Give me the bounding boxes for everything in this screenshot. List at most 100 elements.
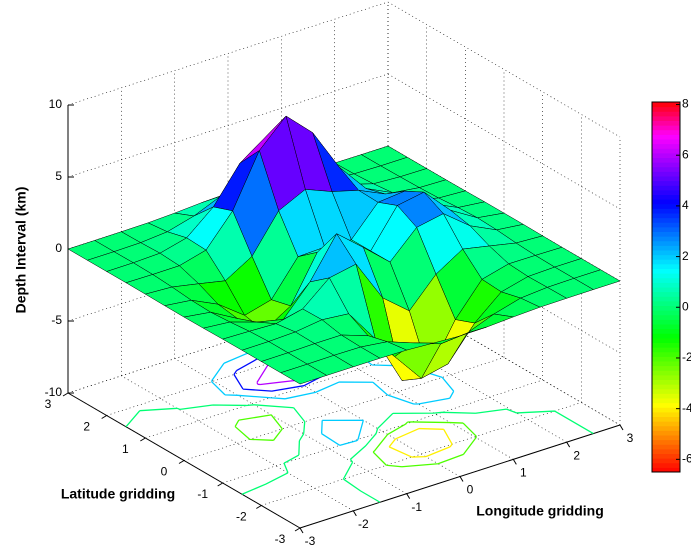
x-tick-label: 2 bbox=[573, 448, 580, 462]
colorbar-segment bbox=[652, 421, 680, 427]
grid-line bbox=[67, 1, 389, 106]
colorbar-segment bbox=[652, 384, 680, 390]
colorbar-segment bbox=[652, 277, 680, 283]
colorbar-segment bbox=[652, 435, 680, 441]
tick-mark bbox=[140, 437, 146, 442]
colorbar-tick-label: -2 bbox=[682, 350, 691, 364]
z-tick-label: 0 bbox=[55, 241, 62, 255]
colorbar-segment bbox=[652, 296, 680, 302]
colorbar-tick-label: -6 bbox=[682, 452, 691, 466]
y-tick-label: -3 bbox=[275, 532, 286, 546]
colorbar-segment bbox=[652, 180, 680, 186]
z-tick-label: -5 bbox=[51, 313, 62, 327]
colorbar-segment bbox=[652, 310, 680, 316]
colorbar-segment bbox=[652, 342, 680, 348]
grid-line bbox=[387, 73, 621, 210]
contour-line bbox=[125, 404, 594, 503]
colorbar-segment bbox=[652, 328, 680, 334]
grid-line bbox=[67, 73, 389, 178]
grid-line bbox=[387, 1, 621, 138]
colorbar-segment bbox=[652, 379, 680, 385]
colorbar-segment bbox=[652, 411, 680, 417]
colorbar-segment bbox=[652, 337, 680, 343]
grid-line bbox=[183, 357, 505, 461]
y-tick-label: 2 bbox=[83, 420, 90, 434]
colorbar-segment bbox=[652, 398, 680, 404]
colorbar-segment bbox=[652, 291, 680, 297]
tick-mark bbox=[352, 510, 357, 517]
colorbar-segment bbox=[652, 102, 680, 108]
tick-mark bbox=[294, 527, 301, 532]
colorbar-segment bbox=[652, 176, 680, 182]
colorbar-segment bbox=[652, 273, 680, 279]
colorbar-segment bbox=[652, 324, 680, 330]
tick-mark bbox=[217, 482, 223, 487]
contour-line bbox=[388, 427, 453, 458]
colorbar-segment bbox=[652, 120, 680, 126]
colorbar-segment bbox=[652, 282, 680, 288]
z-tick-label: 10 bbox=[49, 97, 63, 111]
colorbar-tick-label: 8 bbox=[682, 97, 689, 111]
colorbar-segment bbox=[652, 263, 680, 269]
x-tick-label: 1 bbox=[520, 466, 527, 480]
x-tick-label: -2 bbox=[358, 517, 369, 531]
tick-mark bbox=[256, 505, 262, 509]
colorbar-segment bbox=[652, 300, 680, 306]
colorbar-segment bbox=[652, 370, 680, 376]
colorbar-segment bbox=[652, 194, 680, 200]
colorbar-segment bbox=[652, 162, 680, 168]
grid-line bbox=[222, 379, 543, 484]
colorbar-segment bbox=[652, 134, 680, 140]
tick-mark bbox=[566, 441, 571, 448]
colorbar-segment bbox=[652, 166, 680, 172]
colorbar-segment bbox=[652, 287, 680, 293]
colorbar-segment bbox=[652, 448, 680, 454]
colorbar-segment bbox=[652, 314, 680, 320]
colorbar-segment bbox=[652, 148, 680, 154]
colorbar-segment bbox=[652, 333, 680, 339]
colorbar-segment bbox=[652, 365, 680, 371]
tick-mark bbox=[62, 392, 69, 397]
colorbar-segment bbox=[652, 416, 680, 422]
colorbar-segment bbox=[652, 199, 680, 205]
colorbar-segment bbox=[652, 356, 680, 362]
x-axis-label: Longitude gridding bbox=[476, 503, 604, 519]
colorbar-segment bbox=[652, 115, 680, 121]
colorbar-segment bbox=[652, 254, 680, 260]
contour-line bbox=[234, 414, 477, 468]
y-tick-label: -1 bbox=[197, 487, 208, 501]
colorbar-segment bbox=[652, 226, 680, 232]
colorbar-segment bbox=[652, 453, 680, 459]
x-tick-label: 3 bbox=[627, 431, 634, 445]
x-tick-label: -1 bbox=[411, 500, 422, 514]
colorbar-segment bbox=[652, 125, 680, 131]
colorbar-segment bbox=[652, 268, 680, 274]
tick-mark bbox=[299, 527, 304, 534]
x-tick-label: 0 bbox=[467, 483, 474, 497]
tick-mark bbox=[512, 459, 517, 465]
colorbar-segment bbox=[652, 458, 680, 464]
colorbar-frame bbox=[651, 101, 681, 473]
colorbar-segment bbox=[652, 444, 680, 450]
y-tick-label: 3 bbox=[45, 397, 52, 411]
tick-mark bbox=[619, 424, 624, 431]
colorbar-segment bbox=[652, 185, 680, 191]
colorbar-segment bbox=[652, 388, 680, 394]
tick-mark bbox=[178, 460, 185, 464]
colorbar-segment bbox=[652, 106, 680, 112]
colorbar-segment bbox=[652, 143, 680, 149]
surface-patch bbox=[280, 363, 328, 385]
colorbar-segment bbox=[652, 240, 680, 246]
colorbar-segment bbox=[652, 259, 680, 265]
z-tick-label: -10 bbox=[45, 385, 63, 399]
y-tick-label: 0 bbox=[161, 465, 168, 479]
y-axis-label: Latitude gridding bbox=[61, 486, 175, 502]
colorbar-segment bbox=[652, 425, 680, 431]
z-tick-label: 5 bbox=[55, 169, 62, 183]
tick-mark bbox=[101, 415, 107, 419]
colorbar-segment bbox=[652, 208, 680, 214]
colorbar-segment bbox=[652, 111, 680, 117]
colorbar-segment bbox=[652, 319, 680, 325]
colorbar-segment bbox=[652, 231, 680, 237]
